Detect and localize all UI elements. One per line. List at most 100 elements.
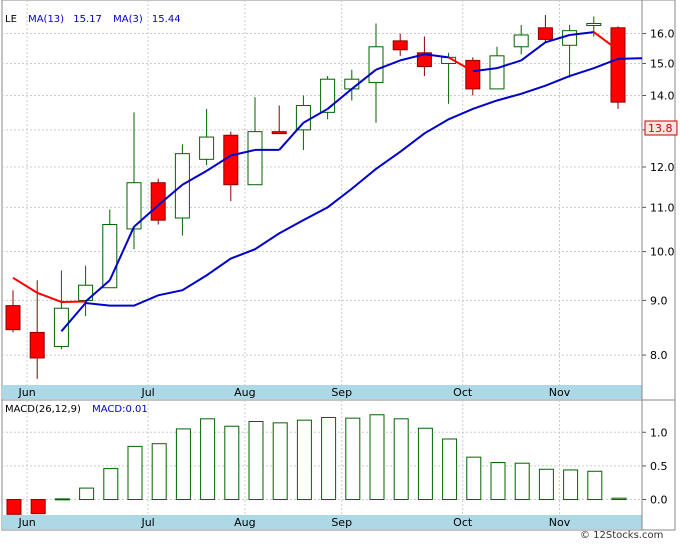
ma3-segment: [157, 183, 184, 207]
candle-body-up: [368, 46, 384, 83]
macd-bar-positive: [54, 498, 70, 501]
macd-month-labels: Jun Jul Aug Sep Oct Nov: [18, 516, 571, 529]
macd-bar-positive: [490, 462, 506, 501]
macd-bar-positive: [369, 414, 385, 501]
price-month-label: Oct: [453, 386, 473, 399]
legend-symbol: LE: [5, 14, 17, 25]
candle-body-down: [392, 40, 408, 51]
macd-tick-label: 0.5: [650, 460, 668, 473]
candle-body-up: [586, 23, 602, 27]
macd-bar-positive: [587, 470, 603, 501]
last-price-box: [644, 120, 678, 136]
ma3-segment: [496, 59, 522, 70]
macd-legend: MACD(26,12,9) MACD:0.01: [5, 404, 148, 415]
ma3-segment: [424, 53, 449, 59]
ma3-segment: [448, 56, 474, 73]
candle-body-up: [562, 30, 578, 46]
ma3-segment: [302, 108, 329, 124]
macd-bar-positive: [79, 487, 95, 501]
price-tick-label: 10.0: [650, 246, 675, 259]
last-price-tag: 13.8: [644, 120, 678, 136]
macd-month-label: Aug: [234, 516, 255, 529]
last-price-label: 13.8: [648, 122, 673, 135]
candle-body-down: [465, 59, 481, 90]
macd-tick-label: 0.0: [650, 494, 668, 507]
ma13-line: [60, 57, 643, 332]
ma3-segment: [569, 31, 594, 36]
candle-body-down: [610, 27, 626, 103]
moving-averages: [12, 31, 643, 332]
candle: [610, 26, 626, 109]
legend-ma3-value: 15.44: [152, 14, 181, 25]
macd-bar-positive: [248, 421, 264, 501]
price-tick-label: 9.0: [650, 294, 668, 307]
price-month-label: Nov: [549, 386, 571, 399]
candle: [199, 108, 215, 166]
price-tick-label: 12.0: [650, 161, 675, 174]
candle: [465, 57, 481, 96]
macd-bar-positive: [175, 428, 191, 501]
ma3-segment: [84, 279, 111, 303]
price-month-label: Jul: [140, 386, 154, 399]
ma3-segment: [206, 154, 232, 172]
candle-body-up: [320, 78, 336, 113]
price-tick-label: 8.0: [650, 349, 668, 362]
ma3-segment: [278, 122, 305, 151]
candle-body-up: [247, 131, 263, 186]
legend-ma13-value: 15.17: [73, 14, 102, 25]
macd-bar-positive: [611, 497, 627, 501]
macd-bar-positive: [151, 443, 167, 501]
macd-bar-positive: [345, 417, 361, 501]
candle-body-down: [271, 131, 287, 135]
candle-body-up: [53, 307, 69, 347]
ma3-segment: [61, 300, 86, 303]
price-tick-label: 14.0: [650, 89, 675, 102]
ma3-segment: [12, 276, 38, 294]
macd-bar-negative: [6, 499, 22, 515]
macd-month-label: Nov: [549, 516, 571, 529]
macd-bar-positive: [393, 418, 409, 501]
price-month-label: Jun: [18, 386, 36, 399]
candle: [320, 76, 336, 120]
macd-bar-positive: [466, 456, 482, 501]
price-y-axis: 8.09.010.011.012.013.014.015.016.0: [641, 0, 675, 400]
legend-macd-value: MACD:0.01: [92, 404, 148, 415]
ma3-segment: [326, 88, 353, 110]
ma3-segment: [375, 59, 401, 71]
macd-bar-positive: [127, 445, 143, 501]
ma3-segment: [230, 148, 256, 157]
candle: [537, 15, 553, 43]
price-month-labels: Jun Jul Aug Sep Oct Nov: [18, 386, 571, 399]
macd-month-label: Jun: [18, 516, 36, 529]
candle-body-up: [295, 105, 311, 131]
macd-month-label: Jul: [140, 516, 154, 529]
macd-bar-positive: [442, 438, 458, 501]
candle-body-down: [29, 331, 45, 359]
macd-bar-positive: [200, 418, 216, 501]
ma3-segment: [181, 170, 208, 186]
candle-body-up: [199, 136, 215, 160]
ma3-segment: [36, 291, 62, 303]
candle: [513, 24, 529, 55]
price-month-label: Sep: [331, 386, 352, 399]
legend-ma3-label: MA(3): [113, 14, 143, 25]
ma3-segment: [472, 67, 498, 73]
macd-bar-positive: [538, 468, 554, 501]
candle: [247, 97, 263, 186]
candle: [392, 33, 408, 56]
ma3-segment: [593, 31, 619, 51]
candle-body-up: [513, 34, 529, 48]
ma3-segment: [133, 204, 159, 228]
candle: [5, 290, 21, 333]
copyright-text: © 12Stocks.com: [580, 530, 664, 541]
price-month-axis-band: [2, 385, 642, 399]
macd-bar-positive: [321, 416, 337, 501]
candle-body-up: [489, 55, 505, 90]
macd-bar-positive: [272, 422, 288, 501]
candle: [271, 105, 287, 135]
macd-month-axis-band: [2, 515, 642, 529]
macd-bar-negative: [30, 499, 46, 515]
price-tick-label: 15.0: [650, 57, 675, 70]
price-tick-label: 16.0: [650, 28, 675, 41]
